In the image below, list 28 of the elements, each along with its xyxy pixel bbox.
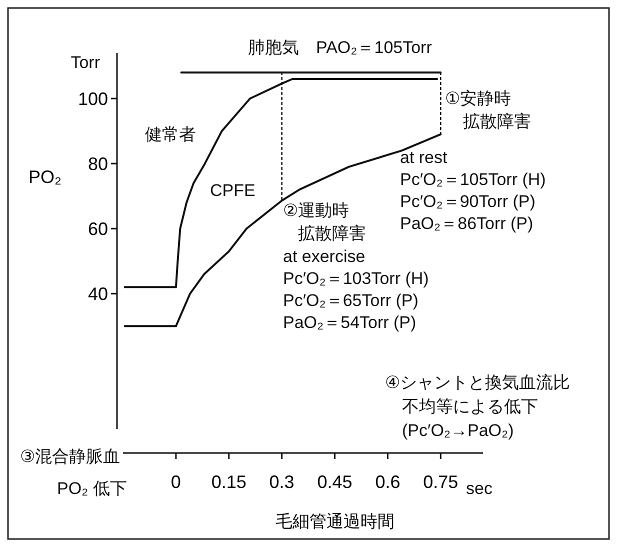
annotation: 拡散障害 [463, 112, 531, 131]
text: ③混合静脈血 [20, 447, 120, 466]
y-tick-label: 40 [88, 284, 108, 304]
annotation: 不均等による低下 [402, 397, 538, 416]
x-tick-label: 0 [170, 472, 181, 492]
text: Torr [70, 53, 100, 72]
x-axis-title: 毛細管通過時間 [275, 512, 394, 531]
x-tick-label: 0.15 [211, 472, 246, 492]
annotation: at exercise Pc′O₂＝103Torr (H) Pc′O₂＝65Torr (P) PaO₂＝54Torr (P) [283, 247, 429, 332]
series-label: 肺胞気 PAO₂＝105Torr [248, 38, 432, 57]
x-tick-label: 0.3 [269, 472, 294, 492]
x-tick-label: 0.45 [317, 472, 352, 492]
y-tick-label: 80 [88, 154, 108, 174]
y-axis-title: PO₂ [28, 167, 62, 187]
x-tick-label: 0.6 [375, 472, 400, 492]
y-tick-label: 100 [78, 88, 108, 109]
annotation: (Pc′O₂→PaO₂) [402, 421, 514, 440]
annotation: ①安静時 [445, 89, 512, 108]
annotation: ④シャントと換気血流比 [385, 373, 570, 392]
series-label: CPFE [210, 181, 256, 200]
x-tick-label: 0.75 [423, 472, 458, 492]
text: sec [466, 479, 493, 498]
annotation: 拡散障害 [298, 224, 366, 243]
annotation: at rest Pc′O₂＝105Torr (H) Pc′O₂＝90Torr (P) PaO₂＝86Torr (P) [400, 148, 546, 233]
series-label: 健常者 [145, 125, 196, 144]
text: PO₂ 低下 [57, 479, 127, 498]
annotation: ②運動時 [283, 201, 350, 220]
y-tick-label: 60 [88, 218, 108, 239]
